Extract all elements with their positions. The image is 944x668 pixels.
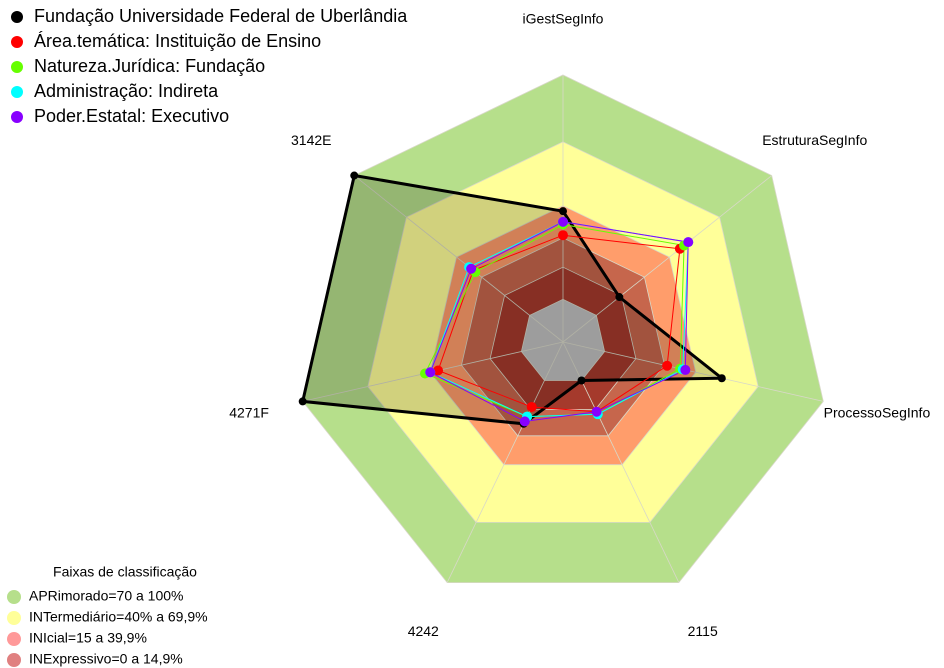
series-markers	[298, 171, 726, 428]
marker	[519, 416, 530, 427]
legend-label: Administração: Indireta	[34, 81, 219, 101]
class-legend-label: APRimorado=70 a 100%	[29, 588, 184, 604]
legend-marker	[11, 61, 23, 73]
axis-label: iGestSegInfo	[523, 11, 604, 27]
class-legend-marker	[7, 590, 21, 604]
marker	[662, 360, 673, 371]
grid-ring	[429, 205, 697, 466]
class-legend-title: Faixas de classificação	[53, 564, 197, 580]
grid-ring	[461, 237, 665, 437]
legend-label: Poder.Estatal: Executivo	[34, 106, 229, 126]
marker	[559, 207, 567, 216]
marker	[526, 401, 537, 412]
axis-label: EstruturaSegInfo	[762, 132, 867, 148]
grid	[302, 74, 824, 583]
axis-label: 4271F	[229, 404, 269, 420]
legend-label: Área.temática: Instituição de Ensino	[34, 31, 321, 51]
grid-ring	[520, 298, 606, 381]
marker	[577, 376, 586, 385]
legend-marker	[11, 86, 23, 98]
legend-label: Natureza.Jurídica: Fundação	[34, 56, 265, 76]
class-legend-label: INExpressivo=0 a 14,9%	[29, 651, 183, 667]
axis-label: 4242	[408, 623, 439, 639]
marker	[615, 293, 624, 302]
spoke	[354, 175, 564, 343]
marker	[425, 367, 436, 378]
class-legend-marker	[7, 611, 21, 625]
legend-marker	[11, 111, 23, 123]
series-lines	[300, 173, 727, 426]
axis-label: ProcessoSegInfo	[824, 404, 931, 420]
marker	[433, 365, 444, 376]
class-legend-marker	[7, 653, 21, 667]
marker	[558, 216, 568, 227]
marker	[298, 397, 307, 406]
marker	[558, 230, 568, 241]
axis-label: 2115	[688, 623, 718, 639]
labels: iGestSegInfo EstruturaSegInfo ProcessoSegI…	[7, 6, 930, 667]
spoke	[562, 175, 772, 343]
series-line	[300, 173, 727, 426]
grid-ring	[367, 141, 759, 523]
marker	[591, 406, 602, 417]
class-legend-label: INTermediário=40% a 69,9%	[29, 609, 208, 625]
class-legend-label: INIcial=15 a 39,9%	[29, 630, 147, 646]
marker	[680, 364, 691, 375]
legend-label: Fundação Universidade Federal de Uberlân…	[34, 6, 408, 26]
marker	[717, 374, 726, 383]
marker	[466, 263, 477, 274]
marker	[683, 237, 694, 248]
class-legend-marker	[7, 632, 21, 646]
spoke	[562, 341, 824, 402]
axis-label: 3142E	[291, 132, 331, 148]
marker	[350, 171, 359, 180]
series-line	[429, 221, 689, 422]
spoke	[446, 341, 564, 583]
legend-marker	[11, 36, 23, 48]
legend-marker	[11, 11, 23, 23]
